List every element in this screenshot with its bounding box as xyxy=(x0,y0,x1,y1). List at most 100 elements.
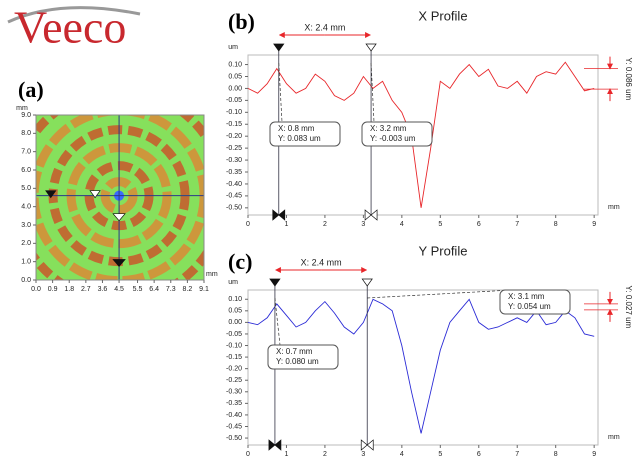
x-tick-label: 3.6 xyxy=(98,286,108,293)
x-tick-label: 8 xyxy=(554,221,558,228)
y-tick-label: 0.05 xyxy=(228,308,242,315)
x-unit: mm xyxy=(206,271,218,278)
y-tick-label: 6.0 xyxy=(21,167,31,174)
x-unit: mm xyxy=(608,434,620,441)
figure: Veeco (a) 0.0 0.9 1.8 2.7 3.6 4.5 5.5 6.4 7.3 8.2 9… xyxy=(0,0,640,458)
y-tick-label: -0.35 xyxy=(226,169,242,176)
panel-label: (b) xyxy=(228,9,255,34)
y-tick-label: -0.25 xyxy=(226,377,242,384)
y-tick-label: 1.0 xyxy=(21,259,31,266)
cursor-top xyxy=(274,44,284,51)
y-tick-label: -0.05 xyxy=(226,97,242,104)
x-tick-label: 8.2 xyxy=(183,286,193,293)
y-tick-label: 0.00 xyxy=(228,85,242,92)
x-tick-label: 5 xyxy=(438,451,442,458)
y-tick-label: -0.15 xyxy=(226,121,242,128)
y-tick-label: -0.45 xyxy=(226,193,242,200)
y-tick-label: 2.0 xyxy=(21,240,31,247)
x-tick-label: 6 xyxy=(477,221,481,228)
y-tick-label: 0.05 xyxy=(228,73,242,80)
y-tick-label: -0.15 xyxy=(226,354,242,361)
y-unit: mm xyxy=(16,105,28,112)
y-tick-label: 9.0 xyxy=(21,112,31,119)
charts: (a) 0.0 0.9 1.8 2.7 3.6 4.5 5.5 6.4 7.3 8.2 9.1 0.0 1… xyxy=(0,8,633,457)
x-tick-label: 2 xyxy=(323,221,327,228)
y-tick-label: -0.50 xyxy=(226,435,242,442)
cursor-span: X: 2.4 mm xyxy=(301,257,342,267)
x-tick-label: 0.9 xyxy=(48,286,58,293)
map-image xyxy=(0,71,244,321)
x-tick-label: 4 xyxy=(400,451,404,458)
cursor-top xyxy=(366,44,376,51)
x-tick-label: 9 xyxy=(592,451,596,458)
y-tick-label: 4.0 xyxy=(21,204,31,211)
cursor-top xyxy=(362,279,372,286)
x-tick-label: 6 xyxy=(477,451,481,458)
y-tick-label: 7.0 xyxy=(21,149,31,156)
x-tick-label: 5 xyxy=(438,221,442,228)
readout-text: X: 0.7 mm xyxy=(276,347,313,356)
panel-label: (a) xyxy=(18,77,44,102)
x-tick-label: 1 xyxy=(285,221,289,228)
y-tick-label: 3.0 xyxy=(21,222,31,229)
x-tick-label: 0 xyxy=(246,451,250,458)
x-tick-label: 1.8 xyxy=(64,286,74,293)
x-tick-label: 7 xyxy=(515,221,519,228)
y-tick-label: -0.30 xyxy=(226,389,242,396)
y-tick-label: 0.0 xyxy=(21,277,31,284)
readout-text: Y: 0.080 um xyxy=(276,357,319,366)
x-tick-label: 0 xyxy=(246,221,250,228)
y-tick-label: 5.0 xyxy=(21,185,31,192)
height-readout: Y: 0.027 um xyxy=(624,286,633,329)
y-tick-label: 0.10 xyxy=(228,61,242,68)
logo: Veeco xyxy=(14,2,126,53)
y-tick-label: -0.20 xyxy=(226,366,242,373)
x-tick-label: 9.1 xyxy=(199,286,209,293)
x-tick-label: 9 xyxy=(592,221,596,228)
x-tick-label: 6.4 xyxy=(149,286,159,293)
readout-text: Y: -0.003 um xyxy=(370,134,416,143)
x-tick-label: 7 xyxy=(515,451,519,458)
x-tick-label: 7.3 xyxy=(166,286,176,293)
x-tick-label: 0.0 xyxy=(31,286,41,293)
y-tick-label: -0.35 xyxy=(226,400,242,407)
x-tick-label: 2.7 xyxy=(81,286,91,293)
panel-label: (c) xyxy=(228,249,252,274)
chart-title: Y Profile xyxy=(419,243,468,258)
chart-title: X Profile xyxy=(418,8,467,23)
readout-text: X: 3.2 mm xyxy=(370,124,407,133)
x-tick-label: 4.5 xyxy=(114,286,124,293)
y-tick-label: -0.20 xyxy=(226,133,242,140)
x-tick-label: 5.5 xyxy=(133,286,143,293)
y-tick-label: 0.00 xyxy=(228,319,242,326)
y-tick-label: -0.05 xyxy=(226,331,242,338)
y-tick-label: 0.10 xyxy=(228,296,242,303)
y-tick-label: -0.50 xyxy=(226,205,242,212)
y-unit: um xyxy=(228,44,238,51)
y-tick-label: -0.30 xyxy=(226,157,242,164)
x-tick-label: 2 xyxy=(323,451,327,458)
readout-text: X: 0.8 mm xyxy=(278,124,315,133)
x-tick-label: 4 xyxy=(400,221,404,228)
y-tick-label: -0.10 xyxy=(226,109,242,116)
cursor-top xyxy=(270,279,280,286)
readout-text: X: 3.1 mm xyxy=(508,292,545,301)
y-tick-label: -0.25 xyxy=(226,145,242,152)
height-readout: Y: 0.086 um xyxy=(624,58,633,101)
y-tick-label: -0.40 xyxy=(226,412,242,419)
x-tick-label: 1 xyxy=(285,451,289,458)
readout-leader xyxy=(371,63,374,122)
y-tick-label: -0.10 xyxy=(226,342,242,349)
y-tick-label: -0.45 xyxy=(226,423,242,430)
cursor-span: X: 2.4 mm xyxy=(304,22,345,32)
readout-text: Y: 0.054 um xyxy=(508,302,551,311)
x-unit: mm xyxy=(608,204,620,211)
y-unit: um xyxy=(228,279,238,286)
y-tick-label: -0.40 xyxy=(226,181,242,188)
x-tick-label: 8 xyxy=(554,451,558,458)
x-tick-label: 3 xyxy=(361,451,365,458)
y-tick-label: 8.0 xyxy=(21,130,31,137)
readout-text: Y: 0.083 um xyxy=(278,134,321,143)
x-tick-label: 3 xyxy=(361,221,365,228)
readout-leader xyxy=(367,290,512,298)
